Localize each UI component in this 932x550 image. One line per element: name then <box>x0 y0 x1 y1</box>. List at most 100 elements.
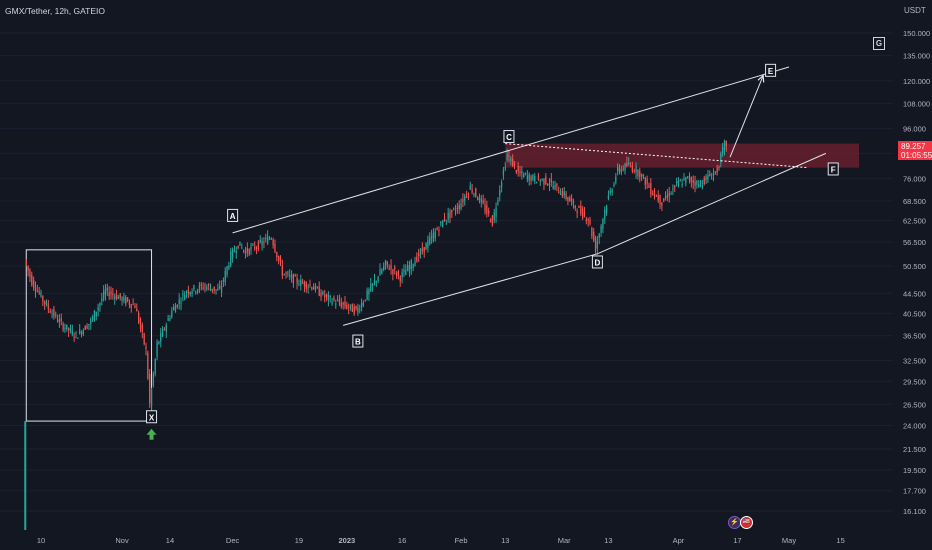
candle-body <box>77 337 79 339</box>
candle-body <box>244 251 247 254</box>
candle-body <box>322 291 324 295</box>
range-box <box>25 249 153 422</box>
candle-body <box>296 277 298 284</box>
arrow-head-icon <box>757 74 765 83</box>
y-tick-label: 150.000 <box>903 29 930 38</box>
candle-body <box>204 285 206 287</box>
candle-body <box>692 180 694 183</box>
candle-body <box>303 281 306 287</box>
candle-body <box>526 175 529 180</box>
event-us-flag-icon[interactable]: 🇺🇸 <box>740 516 753 529</box>
candle-body <box>604 209 606 219</box>
y-tick-label: 50.500 <box>903 262 926 271</box>
candle-body <box>84 326 86 330</box>
candle-body <box>53 308 55 317</box>
label-box <box>146 410 158 424</box>
x-tick-label: 17 <box>733 536 741 545</box>
candle-body <box>580 206 582 214</box>
candle-body <box>314 285 317 290</box>
candle-body <box>42 296 44 302</box>
candle-body <box>379 269 381 276</box>
x-tick-label: Nov <box>115 536 129 545</box>
candle-body <box>722 147 724 155</box>
candle-body <box>488 210 490 214</box>
candle-body <box>370 283 372 292</box>
candle-body <box>659 194 661 205</box>
candle-body <box>300 279 302 286</box>
candle-body <box>661 202 663 206</box>
candle-body <box>355 306 357 309</box>
candle-body <box>327 295 330 301</box>
candle-body <box>184 294 186 301</box>
y-tick-label: 16.100 <box>903 507 926 516</box>
trend-lines <box>232 66 827 326</box>
candle-body <box>132 304 134 306</box>
currency-label: USDT <box>904 6 926 15</box>
candle-body <box>206 286 208 290</box>
candle-body <box>362 302 365 306</box>
candle-body <box>685 177 687 184</box>
candle-body <box>701 185 704 187</box>
candle-body <box>480 198 482 203</box>
candle-body <box>523 173 525 178</box>
candle-body <box>222 279 225 282</box>
candle-body <box>392 269 394 275</box>
candle-body <box>528 174 530 181</box>
time-axis: 10 Nov 14 Dec 19 2023 16 Feb 13 Mar 13 Apr 17 May 15 <box>37 536 845 545</box>
candle-body <box>176 304 178 307</box>
candle-body <box>675 181 678 184</box>
trend-line <box>232 66 790 234</box>
candle-body <box>243 250 245 252</box>
candle-body <box>272 239 274 246</box>
candle-body <box>410 260 412 270</box>
candle-body <box>66 324 68 330</box>
candle-body <box>377 277 379 282</box>
wave-label-c: C <box>503 130 515 144</box>
candle-body <box>628 162 630 165</box>
candle-body <box>134 305 136 309</box>
y-tick-label: 36.500 <box>903 332 926 341</box>
candle-body <box>237 245 239 249</box>
x-tick-label: 13 <box>604 536 612 545</box>
candle-body <box>62 323 64 330</box>
candle-body <box>622 168 624 170</box>
candle-body <box>60 318 62 322</box>
candle-body <box>220 285 223 293</box>
candle-body <box>574 205 576 209</box>
candle-body <box>714 171 716 173</box>
candle-body <box>147 352 149 379</box>
candle-body <box>674 185 676 188</box>
candle-body <box>572 201 575 205</box>
candle-body <box>270 238 272 240</box>
candle-body <box>519 171 521 174</box>
candle-body <box>338 299 341 304</box>
candle-body <box>687 176 689 178</box>
candle-body <box>208 284 210 286</box>
y-tick-label: 56.500 <box>903 238 926 247</box>
candle-body <box>45 302 48 305</box>
candle-body <box>32 280 35 288</box>
candle-body <box>364 299 366 301</box>
candle-body <box>696 180 698 185</box>
candle-body <box>497 200 499 204</box>
candle-body <box>423 247 425 252</box>
candle-body <box>173 306 175 311</box>
candle-body <box>535 181 538 184</box>
candle-body <box>193 285 195 290</box>
candle-body <box>163 328 166 330</box>
candle-body <box>600 226 602 233</box>
x-tick-label: Mar <box>558 536 571 545</box>
symbol-title[interactable]: GMX/Tether, 12h, GATEIO <box>5 6 105 16</box>
candle-body <box>567 197 569 201</box>
candle-body <box>441 220 444 228</box>
candle-body <box>138 312 140 323</box>
candle-body <box>79 329 81 334</box>
candle-body <box>49 311 51 313</box>
x-tick-label: Dec <box>226 536 240 545</box>
candle-body <box>174 305 177 313</box>
candle-body <box>464 196 466 201</box>
candle-body <box>508 155 510 157</box>
wave-label-d: D <box>591 255 603 269</box>
candle-body <box>106 287 108 291</box>
